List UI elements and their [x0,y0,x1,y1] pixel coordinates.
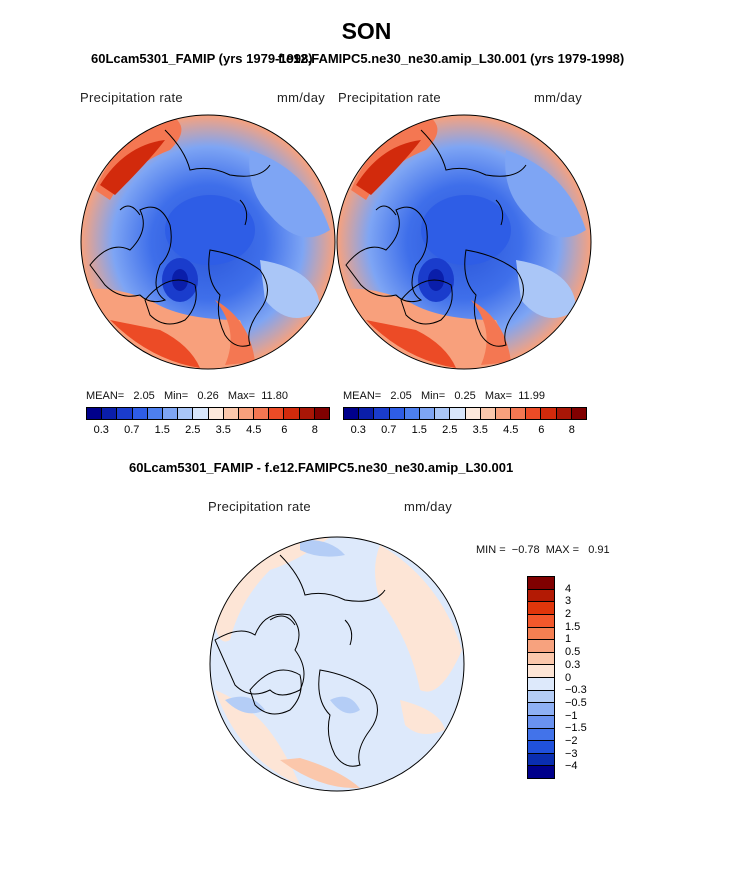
colorbar-swatch [528,614,554,628]
colorbar-swatch [528,741,554,754]
colorbar-tick-label: 3 [565,595,572,608]
colorbar-swatch [465,408,481,419]
colorbar-swatch [314,408,329,419]
colorbar-swatch [193,408,209,419]
colorbar-tick-label: 1.5 [565,620,581,633]
diff-min-max: MIN = −0.78 MAX = 0.91 [476,544,610,556]
colorbar-swatch [528,715,554,729]
right-units-label: mm/day [534,90,583,105]
colorbar-tick-label: 6 [538,424,545,436]
colorbar-tick-label: 6 [281,424,288,436]
colorbar-swatch [528,703,554,716]
colorbar-tick-label: 0.3 [565,658,581,671]
colorbar-swatch [556,408,572,419]
colorbar-swatch [404,408,420,419]
colorbar-swatch [571,408,586,419]
colorbar-swatch [254,408,270,419]
colorbar-swatch [511,408,527,419]
difference-title: 60Lcam5301_FAMIP - f.e12.FAMIPC5.ne30_ne… [129,460,514,475]
colorbar-swatch [450,408,466,419]
colorbar-tick-label: −3 [565,747,578,760]
colorbar-tick-label: −4 [565,760,578,773]
colorbar-swatch [528,589,554,603]
diff-variable-label: Precipitation rate [208,499,311,514]
colorbar-swatch [223,408,239,419]
left-stats: MEAN= 2.05 Min= 0.26 Max= 11.80 [86,390,288,402]
colorbar-tick-label: 3.5 [472,424,488,436]
colorbar-swatch [528,652,554,666]
colorbar-swatch [528,602,554,615]
colorbar-swatch [541,408,557,419]
right-variable-label: Precipitation rate [338,90,441,105]
colorbar-swatch [178,408,194,419]
colorbar-swatch [117,408,133,419]
difference-colorbar [527,576,555,779]
colorbar-tick-label: 0.7 [124,424,140,436]
colorbar-tick-label: 4 [565,582,572,595]
colorbar-swatch [284,408,300,419]
colorbar-tick-label: −0.5 [565,696,587,709]
colorbar-swatch [526,408,542,419]
right-stats: MEAN= 2.05 Min= 0.25 Max= 11.99 [343,390,545,402]
colorbar-tick-label: 0.3 [93,424,109,436]
colorbar-tick-label: 2.5 [442,424,458,436]
colorbar-swatch [528,728,554,742]
colorbar-swatch [389,408,405,419]
colorbar-swatch [299,408,315,419]
right-panel-title: f.e12.FAMIPC5.ne30_ne30.amip_L30.001 (yr… [278,51,625,66]
colorbar-swatch [528,766,554,778]
colorbar-swatch [419,408,436,419]
left-units-label: mm/day [277,90,326,105]
colorbar-tick-label: 4.5 [503,424,519,436]
colorbar-swatch [528,627,554,641]
colorbar-swatch [528,577,554,590]
colorbar-swatch [528,678,554,691]
diff-units-label: mm/day [404,499,453,514]
colorbar-swatch [495,408,512,419]
colorbar-swatch [208,408,224,419]
colorbar-swatch [162,408,179,419]
colorbar-tick-label: −1 [565,709,578,722]
colorbar-swatch [528,640,554,653]
colorbar-swatch [435,408,451,419]
colorbar-swatch [528,753,554,767]
colorbar-tick-label: 3.5 [215,424,231,436]
colorbar-swatch [528,690,554,704]
right-colorbar [343,407,587,420]
left-variable-label: Precipitation rate [80,90,183,105]
colorbar-tick-label: 1.5 [154,424,170,436]
colorbar-tick-label: 1 [565,633,572,646]
colorbar-tick-label: 2.5 [185,424,201,436]
colorbar-tick-label: 8 [311,424,318,436]
colorbar-tick-label: 4.5 [246,424,262,436]
colorbar-tick-label: 0.3 [350,424,366,436]
left-colorbar [86,407,330,420]
colorbar-swatch [238,408,255,419]
colorbar-swatch [528,665,554,678]
colorbar-swatch [374,408,390,419]
colorbar-swatch [147,408,163,419]
colorbar-swatch [102,408,118,419]
colorbar-tick-label: 2 [565,608,572,621]
colorbar-tick-label: 8 [568,424,575,436]
colorbar-swatch [480,408,496,419]
colorbar-tick-label: 0 [565,671,572,684]
colorbar-swatch [132,408,148,419]
colorbar-tick-label: 0.5 [565,646,581,659]
season-title: SON [341,18,392,44]
colorbar-tick-label: −2 [565,734,578,747]
colorbar-tick-label: 1.5 [411,424,427,436]
left-panel-title: 60Lcam5301_FAMIP (yrs 1979-1998) [91,51,313,66]
colorbar-tick-label: −0.3 [565,684,587,697]
colorbar-tick-label: −1.5 [565,722,587,735]
colorbar-swatch [269,408,285,419]
colorbar-tick-label: 0.7 [381,424,397,436]
colorbar-swatch [344,408,360,419]
colorbar-swatch [87,408,103,419]
colorbar-swatch [359,408,375,419]
